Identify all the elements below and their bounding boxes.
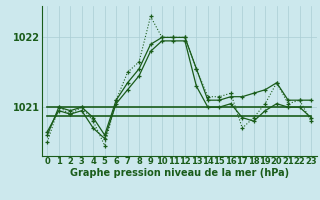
X-axis label: Graphe pression niveau de la mer (hPa): Graphe pression niveau de la mer (hPa) [70,168,289,178]
